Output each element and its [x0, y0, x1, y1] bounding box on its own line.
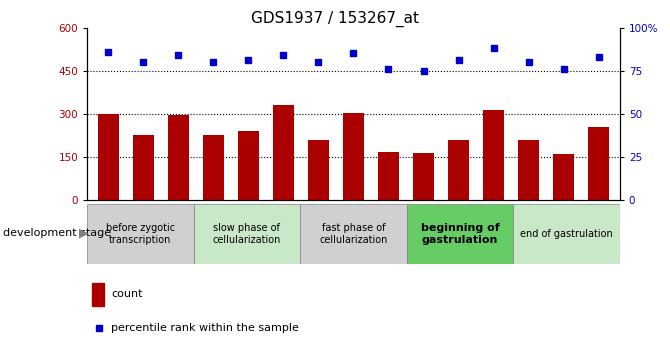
Text: ▶: ▶ — [79, 226, 88, 239]
Text: count: count — [111, 289, 143, 299]
Text: end of gastrulation: end of gastrulation — [520, 229, 613, 239]
Bar — [133, 135, 153, 200]
Text: fast phase of
cellularization: fast phase of cellularization — [319, 223, 388, 245]
Bar — [98, 114, 119, 200]
Bar — [413, 152, 434, 200]
Bar — [194, 204, 300, 264]
Bar — [87, 204, 194, 264]
Bar — [308, 140, 329, 200]
Bar — [513, 204, 620, 264]
Bar — [203, 135, 224, 200]
Bar — [168, 115, 189, 200]
Bar — [378, 152, 399, 200]
Bar — [483, 110, 504, 200]
Bar — [518, 140, 539, 200]
Text: development stage: development stage — [3, 228, 111, 238]
Bar — [588, 127, 609, 200]
Text: before zygotic
transcription: before zygotic transcription — [106, 223, 175, 245]
Bar — [343, 113, 364, 200]
Bar — [92, 283, 105, 306]
Bar — [448, 140, 469, 200]
Bar — [300, 204, 407, 264]
Text: GDS1937 / 153267_at: GDS1937 / 153267_at — [251, 10, 419, 27]
Text: percentile rank within the sample: percentile rank within the sample — [111, 323, 299, 333]
Text: beginning of
gastrulation: beginning of gastrulation — [421, 223, 499, 245]
Bar — [273, 105, 294, 200]
Bar — [407, 204, 513, 264]
Bar — [238, 131, 259, 200]
Bar — [553, 154, 574, 200]
Text: slow phase of
cellularization: slow phase of cellularization — [212, 223, 281, 245]
